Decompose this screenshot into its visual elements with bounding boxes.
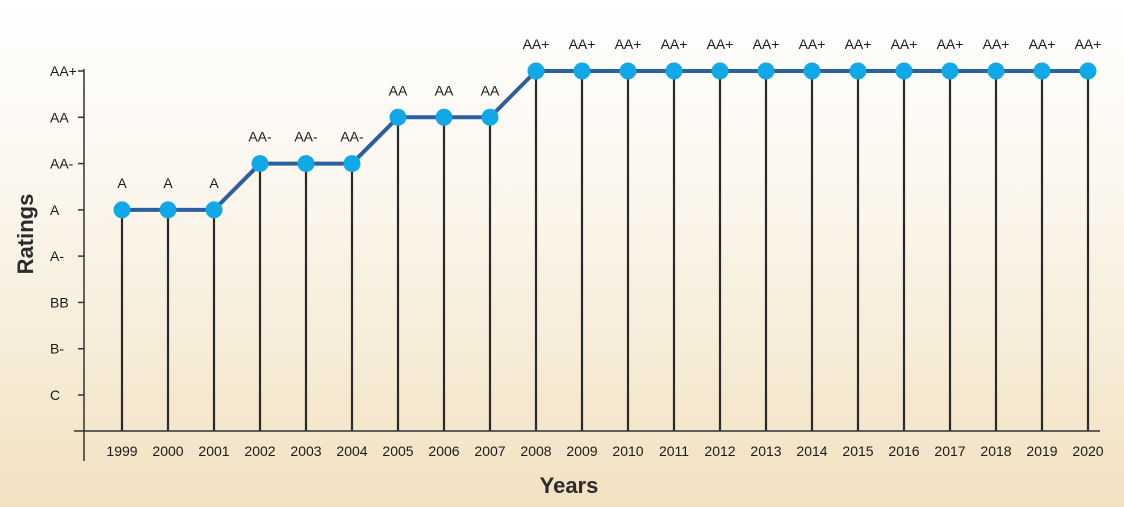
- x-tick-label: 2017: [934, 443, 965, 459]
- data-point: [251, 155, 269, 173]
- data-point: [1079, 62, 1097, 80]
- data-label: AA+: [661, 36, 688, 52]
- data-point: [1033, 62, 1051, 80]
- data-label: AA+: [523, 36, 550, 52]
- series-line: [122, 69, 1088, 212]
- drop-lines: [120, 71, 1090, 431]
- data-label: A: [117, 175, 127, 191]
- y-ticks: C B- BB A- A AA- AA AA+: [50, 63, 84, 403]
- data-point: [895, 62, 913, 80]
- data-point: [619, 62, 637, 80]
- x-ticks: 1999 2000 2001 2002 2003 2004 2005 2006 2007 2008…: [106, 443, 1103, 459]
- data-point: [435, 108, 453, 126]
- x-tick-label: 2018: [980, 443, 1011, 459]
- x-tick-label: 2004: [336, 443, 367, 459]
- data-point: [343, 155, 361, 173]
- x-tick-label: 2013: [750, 443, 781, 459]
- data-label: AA+: [569, 36, 596, 52]
- x-axis-title: Years: [540, 473, 599, 498]
- series-line-group: [122, 69, 1088, 212]
- data-label: AA+: [983, 36, 1010, 52]
- x-tick-label: 2012: [704, 443, 735, 459]
- data-point: [757, 62, 775, 80]
- x-tick-label: 2002: [244, 443, 275, 459]
- data-point: [527, 62, 545, 80]
- data-label: AA-: [248, 129, 272, 145]
- x-tick-label: 2000: [152, 443, 183, 459]
- data-point: [711, 62, 729, 80]
- data-point: [849, 62, 867, 80]
- data-point: [113, 201, 131, 219]
- data-label: AA+: [1029, 36, 1056, 52]
- x-tick-label: 2008: [520, 443, 551, 459]
- y-tick-label: AA-: [50, 156, 74, 172]
- data-label: AA: [389, 82, 408, 98]
- data-point: [573, 62, 591, 80]
- data-label: AA-: [294, 129, 318, 145]
- data-label: AA+: [707, 36, 734, 52]
- data-point: [205, 201, 223, 219]
- x-tick-label: 2001: [198, 443, 229, 459]
- x-tick-label: 2003: [290, 443, 321, 459]
- data-point: [987, 62, 1005, 80]
- data-label: AA-: [340, 129, 364, 145]
- data-label: A: [209, 175, 219, 191]
- x-tick-label: 2007: [474, 443, 505, 459]
- x-tick-label: 2016: [888, 443, 919, 459]
- x-tick-label: 2015: [842, 443, 873, 459]
- data-label: AA+: [753, 36, 780, 52]
- x-tick-label: 2006: [428, 443, 459, 459]
- data-label: AA: [435, 82, 454, 98]
- data-label: A: [163, 175, 173, 191]
- x-tick-label: 2009: [566, 443, 597, 459]
- data-label: AA: [481, 82, 500, 98]
- y-tick-label: C: [50, 387, 60, 403]
- x-tick-label: 2005: [382, 443, 413, 459]
- y-tick-label: BB: [50, 294, 69, 310]
- data-point: [389, 108, 407, 126]
- data-label: AA+: [1075, 36, 1102, 52]
- y-tick-label: A: [50, 202, 60, 218]
- data-point: [803, 62, 821, 80]
- data-label: AA+: [799, 36, 826, 52]
- y-tick-label: AA+: [50, 63, 77, 79]
- x-tick-label: 2011: [659, 443, 689, 459]
- markers: [113, 62, 1097, 219]
- data-point: [941, 62, 959, 80]
- data-label: AA+: [891, 36, 918, 52]
- x-tick-label: 2020: [1072, 443, 1103, 459]
- data-label: AA+: [615, 36, 642, 52]
- x-tick-label: 1999: [106, 443, 137, 459]
- data-point: [665, 62, 683, 80]
- data-label: AA+: [937, 36, 964, 52]
- y-tick-label: AA: [50, 109, 69, 125]
- y-tick-label: A-: [50, 248, 64, 264]
- x-tick-label: 2010: [612, 443, 643, 459]
- data-label: AA+: [845, 36, 872, 52]
- data-point: [159, 201, 177, 219]
- x-tick-label: 2019: [1026, 443, 1057, 459]
- axes: [74, 69, 1100, 461]
- data-point: [481, 108, 499, 126]
- y-tick-label: B-: [50, 341, 64, 357]
- y-axis-title: Ratings: [13, 194, 38, 275]
- x-tick-label: 2014: [796, 443, 827, 459]
- data-point: [297, 155, 315, 173]
